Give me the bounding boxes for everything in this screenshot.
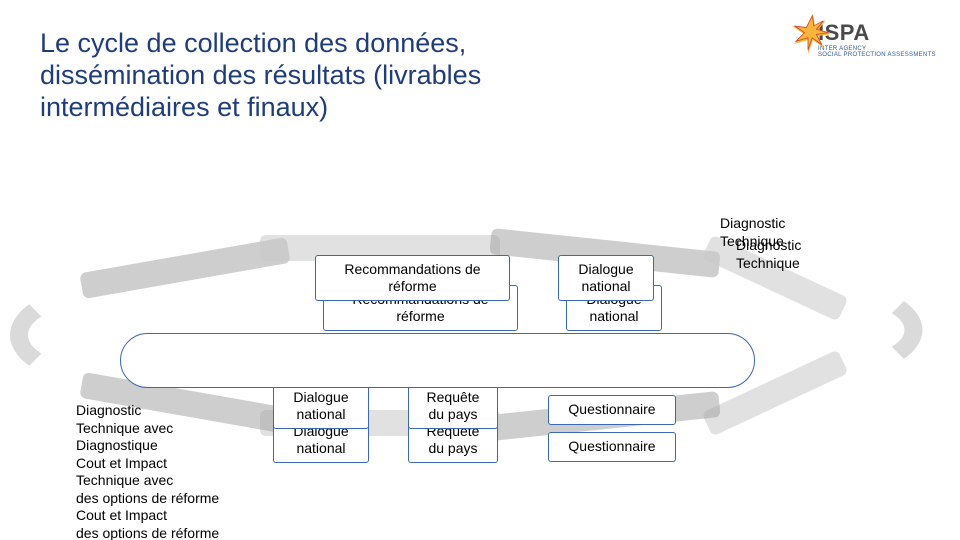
label-diagnostic-technique: Diagnostic Technique [720,215,830,250]
box-dialogue-national-btm: Dialogue national [273,383,369,429]
box-questionnaire-back: Questionnaire [548,432,676,462]
tape-arc [743,283,923,378]
cycle-diagram: Recommandations de réforme Recommandatio… [20,185,940,525]
box-dialogue-national-top: Dialogue national [558,255,654,301]
box-questionnaire: Questionnaire [548,395,676,425]
ispa-logo: ISPA INTER AGENCY SOCIAL PROTECTION ASSE… [818,20,948,58]
center-pill [120,333,755,388]
box-requete: Requête du pays [408,383,498,429]
page-title: Le cycle de collection des données, diss… [40,28,580,124]
star-icon [788,12,838,62]
label-diagnostic-technique-left-block: Diagnostic Technique avec Diagnostique C… [76,402,286,540]
box-recommandations: Recommandations de réforme [315,255,510,301]
